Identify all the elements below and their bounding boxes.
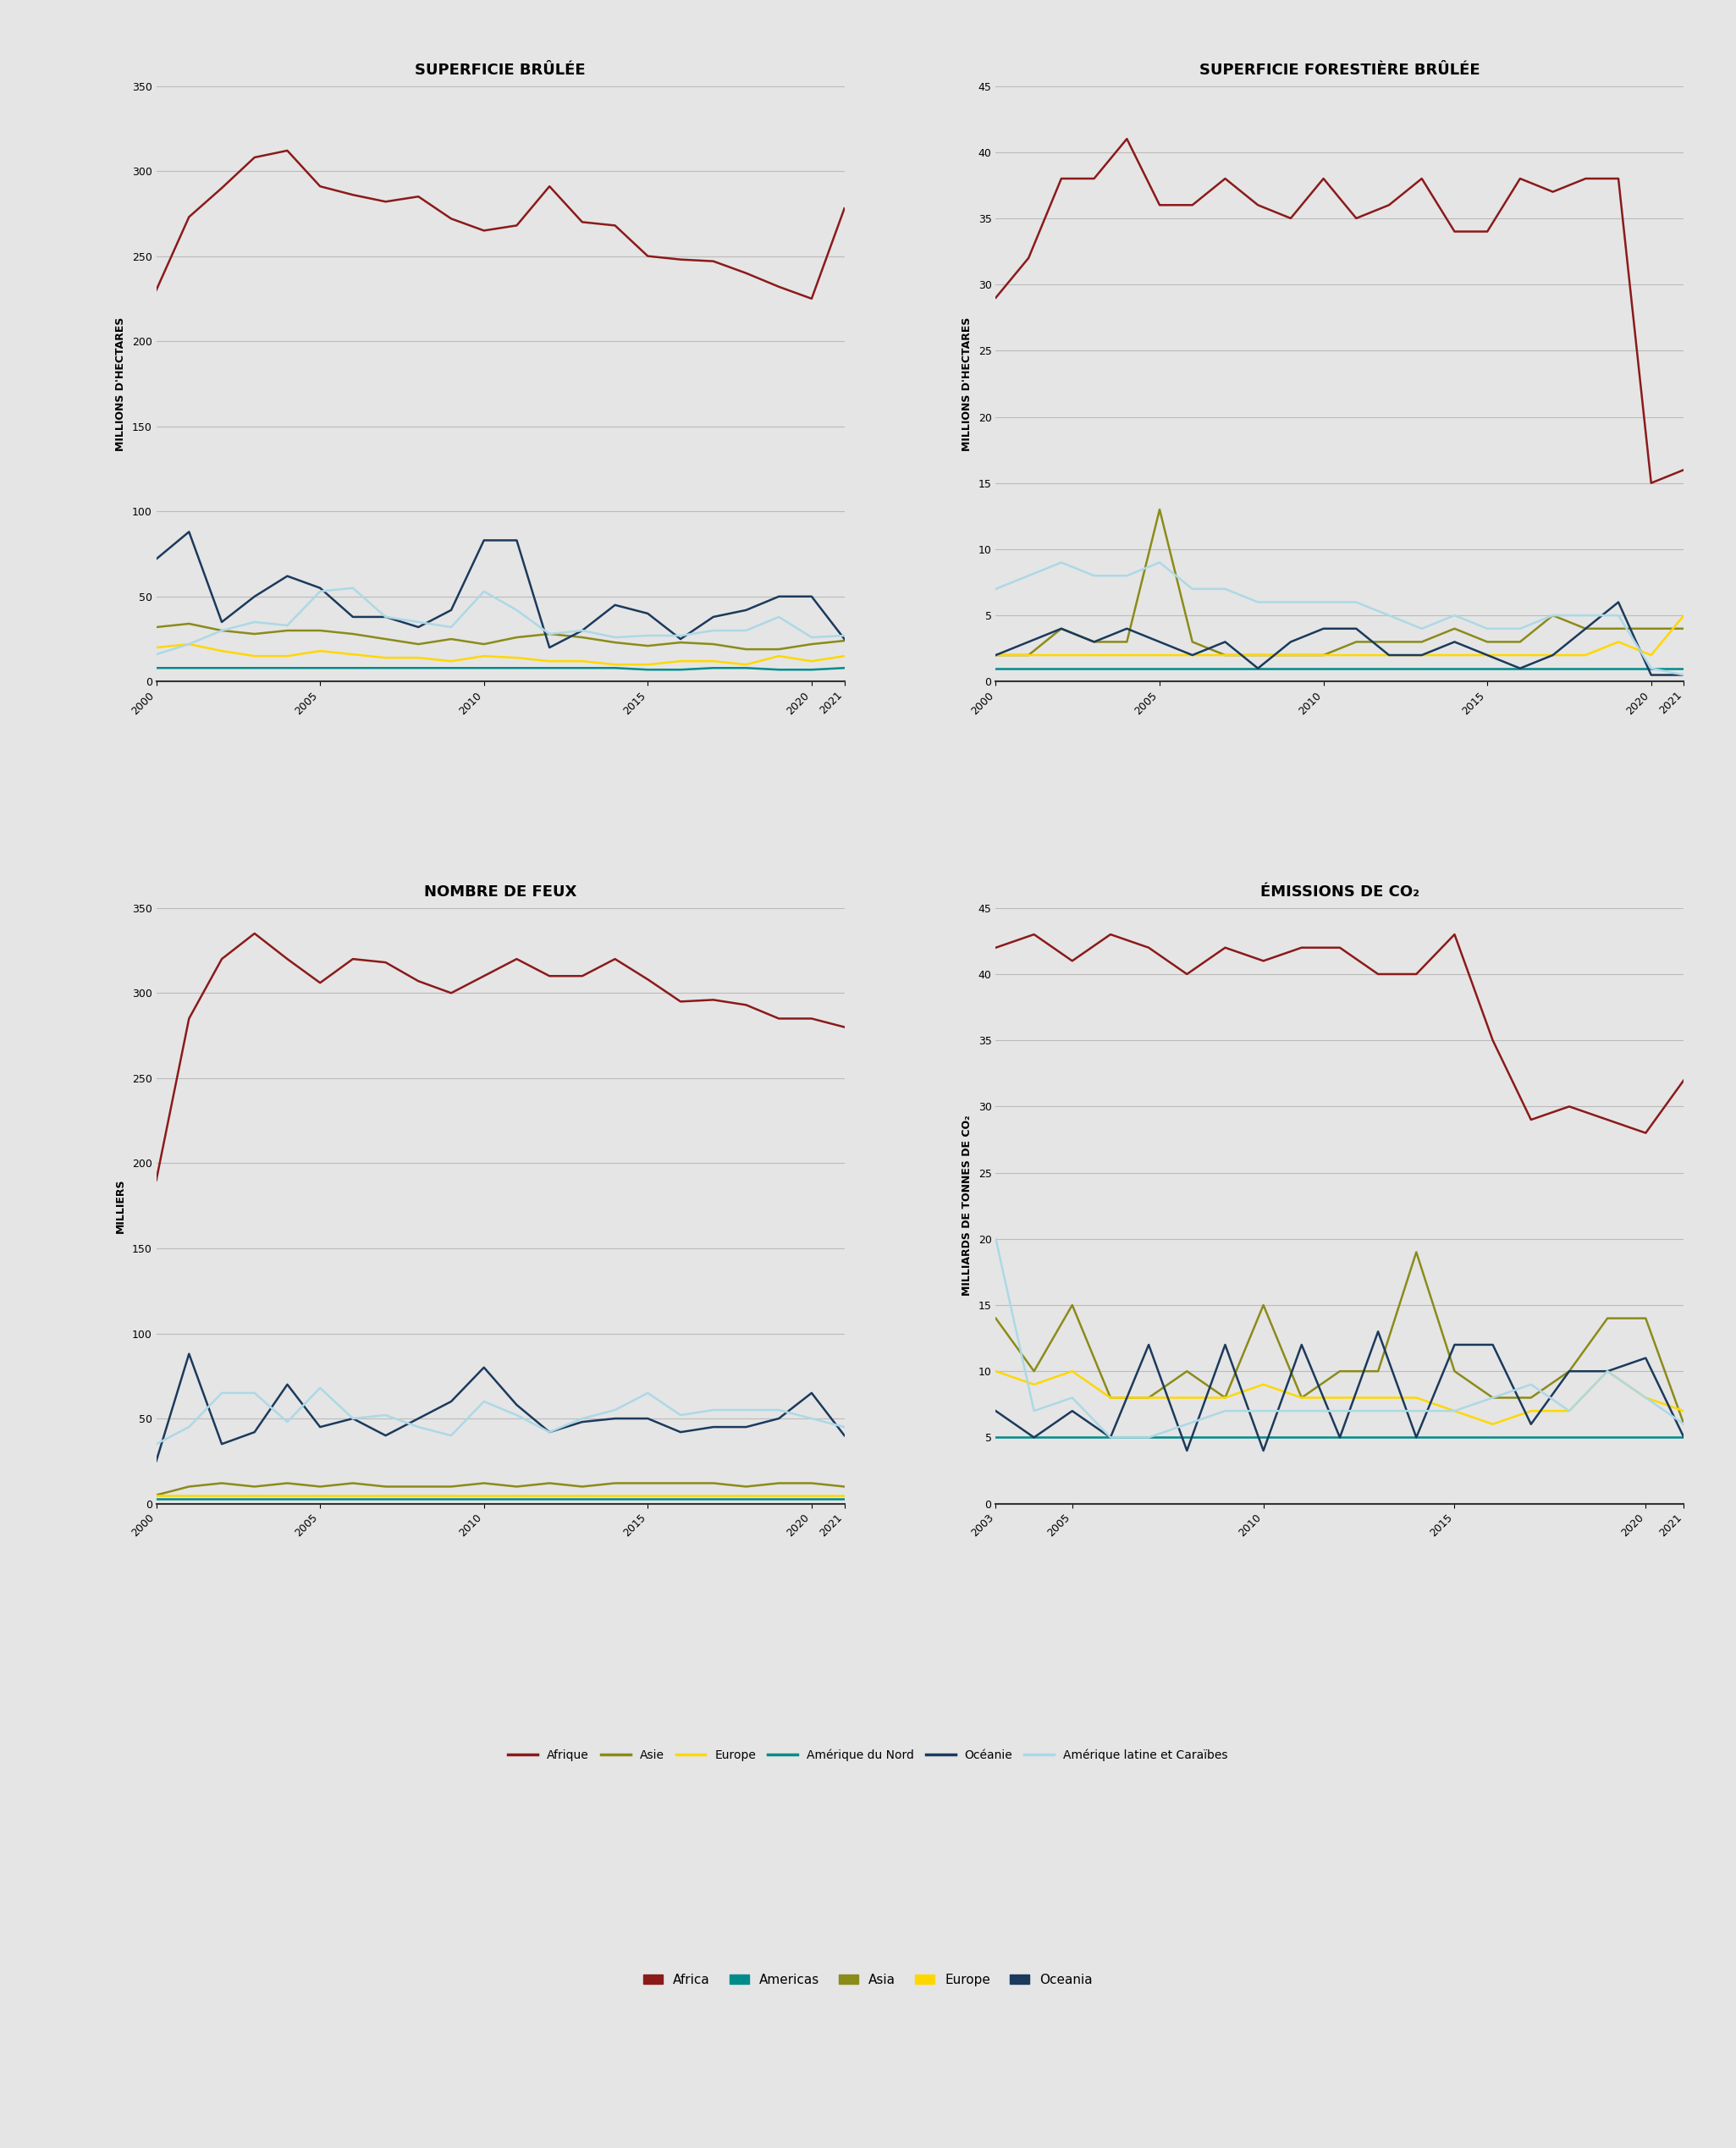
- Title: SUPERFICIE FORESTIÈRE BRÛLÉE: SUPERFICIE FORESTIÈRE BRÛLÉE: [1200, 62, 1481, 77]
- Y-axis label: MILLIARDS DE TONNES DE CO₂: MILLIARDS DE TONNES DE CO₂: [962, 1115, 972, 1295]
- Y-axis label: MILLIERS: MILLIERS: [115, 1179, 127, 1233]
- Legend: Afrique, Asie, Europe, Amérique du Nord, Océanie, Amérique latine et Caraïbes: Afrique, Asie, Europe, Amérique du Nord,…: [503, 1744, 1233, 1766]
- Y-axis label: MILLIONS D'HECTARES: MILLIONS D'HECTARES: [962, 316, 972, 451]
- Title: ÉMISSIONS DE CO₂: ÉMISSIONS DE CO₂: [1260, 885, 1420, 900]
- Y-axis label: MILLIONS D'HECTARES: MILLIONS D'HECTARES: [115, 316, 127, 451]
- Legend: Africa, Americas, Asia, Europe, Oceania: Africa, Americas, Asia, Europe, Oceania: [639, 1968, 1097, 1991]
- Title: NOMBRE DE FEUX: NOMBRE DE FEUX: [424, 885, 576, 900]
- Title: SUPERFICIE BRÛLÉE: SUPERFICIE BRÛLÉE: [415, 62, 585, 77]
